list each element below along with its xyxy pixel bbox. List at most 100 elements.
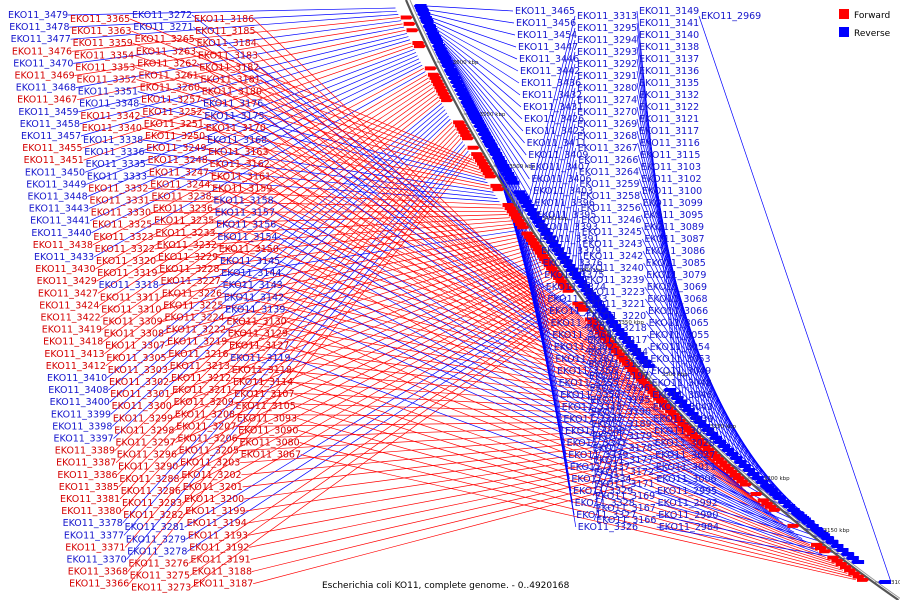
forward-gene-label: EKO11_3330 [91, 208, 151, 219]
gene-connector [450, 57, 529, 168]
forward-feature [857, 577, 869, 582]
reverse-feature [614, 332, 628, 336]
gene-labels: EKO11_3479EKO11_3478EKO11_3477EKO11_3476… [8, 6, 761, 594]
forward-feature [656, 399, 669, 404]
reverse-feature [439, 60, 453, 64]
reverse-gene-label: EKO11_2969 [701, 11, 761, 22]
reverse-gene-label: EKO11_3197 [589, 371, 649, 382]
forward-feature [523, 234, 536, 239]
forward-gene-label: EKO11_3127 [229, 341, 289, 352]
forward-gene-label: EKO11_3227 [161, 276, 221, 287]
gene-connector [132, 42, 478, 168]
forward-feature [557, 282, 570, 287]
reverse-feature [705, 432, 718, 436]
reverse-feature [697, 424, 711, 428]
reverse-feature [449, 80, 463, 84]
gene-connector [137, 91, 486, 180]
gene-connector [641, 226, 747, 463]
gene-connector [87, 55, 418, 197]
gene-connector [566, 183, 578, 255]
reverse-feature [464, 108, 478, 112]
gene-connector [228, 353, 656, 403]
forward-gene-label: EKO11_3413 [44, 349, 104, 360]
forward-feature [610, 349, 623, 354]
reverse-gene-label: EKO11_3122 [639, 102, 699, 113]
reverse-feature [796, 516, 810, 520]
forward-feature [400, 15, 413, 20]
gene-connector [273, 200, 772, 514]
forward-gene-label: EKO11_3180 [202, 87, 262, 98]
gene-connector [80, 39, 411, 137]
gene-connector [219, 268, 635, 381]
reverse-gene-label: EKO11_3259 [579, 179, 639, 190]
forward-gene-label: EKO11_3371 [65, 542, 125, 553]
forward-gene-label: EKO11_3299 [113, 413, 173, 424]
gene-connector [569, 195, 579, 259]
forward-gene-label: EKO11_3163 [208, 147, 268, 158]
forward-feature [650, 393, 663, 398]
forward-feature [515, 222, 528, 227]
reverse-feature [548, 244, 562, 248]
forward-feature [819, 549, 832, 554]
forward-feature [597, 333, 610, 338]
gene-connector [269, 163, 761, 504]
forward-gene-label: EKO11_3342 [80, 111, 140, 122]
gene-connector [274, 212, 776, 517]
reverse-gene-label: EKO11_2984 [659, 522, 719, 533]
forward-feature [532, 247, 545, 252]
forward-gene-label: EKO11_3224 [165, 313, 225, 324]
gene-connector [92, 68, 424, 246]
gene-connector [79, 36, 409, 125]
gene-connector [587, 325, 622, 401]
forward-feature [835, 561, 848, 566]
scale-tick-label: 3350 kbp [618, 320, 644, 326]
reverse-feature [523, 208, 537, 212]
reverse-feature [430, 40, 443, 44]
gene-connector [194, 38, 584, 320]
gene-connector [287, 333, 815, 549]
reverse-gene-label: EKO11_3270 [577, 107, 637, 118]
reverse-feature [562, 264, 576, 268]
reverse-gene-label: EKO11_3432 [522, 90, 582, 101]
reverse-feature [531, 220, 545, 224]
reverse-feature [534, 224, 548, 228]
reverse-feature [473, 124, 487, 128]
reverse-gene-label: EKO11_3268 [577, 131, 637, 142]
reverse-feature [477, 132, 491, 136]
gene-connector [71, 17, 400, 52]
reverse-gene-label: EKO11_3195 [590, 395, 650, 406]
reverse-feature [422, 24, 436, 28]
reverse-gene-label: EKO11_3447 [518, 42, 578, 53]
gene-connector [295, 405, 839, 568]
reverse-feature [571, 276, 584, 280]
legend-reverse-swatch [839, 27, 849, 37]
reverse-gene-label: EKO11_3327 [576, 510, 636, 521]
reverse-gene-label: EKO11_3006 [656, 474, 716, 485]
reverse-feature [583, 292, 596, 296]
gene-connector [181, 287, 560, 504]
reverse-gene-label: EKO11_3087 [644, 234, 704, 245]
forward-gene-label: EKO11_3296 [117, 450, 177, 461]
reverse-feature [453, 88, 467, 92]
reverse-feature [601, 316, 615, 320]
gene-connector [531, 27, 576, 203]
reverse-gene-label: EKO11_3049 [651, 366, 711, 377]
forward-gene-label: EKO11_3307 [105, 341, 165, 352]
gene-connector [654, 490, 849, 551]
reverse-feature [689, 416, 703, 420]
gene-connector [646, 322, 782, 495]
gene-connector [430, 13, 516, 36]
gene-connector [88, 58, 420, 209]
forward-gene-label: EKO11_3150 [219, 244, 279, 255]
legend-forward-label: Forward [854, 11, 890, 21]
forward-gene-label: EKO11_3244 [150, 179, 210, 190]
forward-feature [476, 161, 489, 166]
reverse-gene-label: EKO11_3167 [596, 503, 656, 514]
gene-connector [210, 184, 616, 358]
gene-connector [197, 63, 590, 326]
gene-connector [136, 79, 484, 177]
forward-gene-label: EKO11_3251 [144, 119, 204, 130]
reverse-gene-label: EKO11_3121 [639, 114, 699, 125]
gene-connector [229, 365, 659, 406]
forward-feature [665, 409, 678, 414]
